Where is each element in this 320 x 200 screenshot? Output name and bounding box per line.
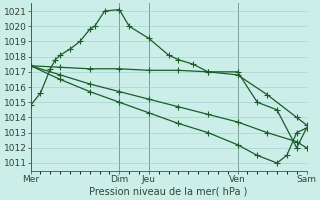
X-axis label: Pression niveau de la mer( hPa ): Pression niveau de la mer( hPa ) (89, 187, 248, 197)
